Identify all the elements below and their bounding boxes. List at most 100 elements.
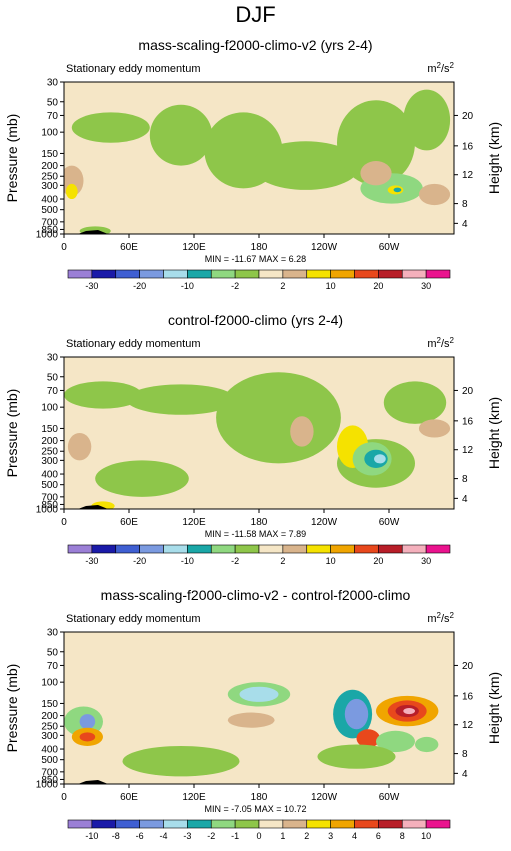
contour-region [383, 381, 447, 424]
y-tick-label: 850 [41, 225, 58, 236]
y2-tick-label: 12 [462, 720, 474, 731]
x-tick-label: 60W [379, 792, 400, 803]
x-tick-label: 60E [120, 242, 138, 253]
x-tick-label: 0 [61, 517, 67, 528]
chart-panel-1: mass-scaling-f2000-climo-v2 (yrs 2-4) Sta… [4, 37, 502, 291]
colorbar-label: -2 [231, 281, 239, 291]
y2-tick-label: 20 [462, 661, 474, 672]
terrain-mask [78, 780, 108, 784]
y-axis-label: Pressure (mb) [4, 664, 20, 753]
y-tick-label: 200 [41, 711, 58, 722]
min-max-label: MIN = -11.58 MAX = 7.89 [205, 529, 306, 539]
y-tick-label: 500 [41, 480, 58, 491]
x-tick-label: 120W [311, 792, 338, 803]
colorbar-swatch [187, 269, 212, 279]
contour-region [79, 732, 96, 742]
y2-tick-label: 16 [462, 691, 474, 702]
colorbar-swatch [330, 819, 355, 829]
y2-tick-label: 4 [462, 494, 468, 505]
colorbar-swatch [91, 819, 117, 829]
contour-region [403, 89, 451, 151]
contour-region [67, 433, 92, 461]
y-tick-label: 200 [41, 161, 58, 172]
contour-region [393, 187, 402, 193]
contour-region [71, 112, 150, 143]
x-tick-label: 120E [182, 517, 206, 528]
y2-axis-label: Height (km) [486, 672, 502, 744]
contour-region [360, 161, 392, 186]
contour-region [418, 419, 451, 438]
y-tick-label: 150 [41, 699, 58, 710]
colorbar-swatch [401, 544, 427, 554]
colorbar-swatch [330, 269, 355, 279]
y-tick-label: 300 [41, 731, 58, 742]
colorbar-swatch [210, 544, 236, 554]
colorbar-label: 3 [328, 831, 333, 841]
x-tick-label: 120W [311, 242, 338, 253]
contour-region [216, 372, 341, 464]
colorbar-label: 2 [280, 556, 285, 566]
contour-region [317, 744, 396, 769]
x-tick-label: 180 [251, 242, 268, 253]
y-tick-label: 400 [41, 195, 58, 206]
y-tick-label: 100 [41, 128, 58, 139]
y-tick-label: 400 [41, 470, 58, 481]
y-tick-label: 700 [41, 492, 58, 503]
colorbar-label: 10 [326, 556, 336, 566]
colorbar-swatch [139, 544, 164, 554]
colorbar-label: 20 [373, 556, 383, 566]
x-tick-label: 120E [182, 792, 206, 803]
colorbar-label: 6 [376, 831, 381, 841]
colorbar-label: -8 [112, 831, 120, 841]
colorbar-swatch [425, 819, 451, 829]
colorbar-label: -3 [183, 831, 191, 841]
colorbar-swatch [306, 269, 331, 279]
colorbar-swatch [258, 544, 284, 554]
colorbar-label: -2 [207, 831, 215, 841]
colorbar-label: 20 [373, 281, 383, 291]
contour-region [149, 104, 213, 166]
colorbar-swatch [354, 819, 379, 829]
colorbar-swatch [354, 544, 379, 554]
colorbar-label: 2 [280, 281, 285, 291]
colorbar-swatch [139, 269, 164, 279]
terrain-mask [78, 505, 108, 509]
colorbar-swatch [401, 819, 427, 829]
y-axis-label: Pressure (mb) [4, 389, 20, 478]
terrain-mask [78, 230, 108, 234]
y-tick-label: 1000 [36, 505, 59, 516]
contour-region [337, 100, 415, 186]
y-tick-label: 50 [47, 97, 59, 108]
colorbar-swatch [401, 269, 427, 279]
colorbar-swatch [330, 544, 355, 554]
colorbar-swatch [115, 819, 140, 829]
contour-region [79, 714, 96, 730]
y2-tick-label: 8 [462, 199, 468, 210]
contour-region [239, 686, 279, 702]
colorbar-swatch [91, 544, 117, 554]
colorbar-swatch [282, 269, 308, 279]
x-tick-label: 60W [379, 517, 400, 528]
y-tick-label: 100 [41, 678, 58, 689]
contour-region [122, 746, 240, 777]
y-tick-label: 400 [41, 745, 58, 756]
colorbar-swatch [187, 544, 212, 554]
chart-panel-2: control-f2000-climo (yrs 2-4) Stationary … [4, 312, 502, 566]
contour-region [227, 712, 275, 728]
colorbar-swatch [234, 544, 260, 554]
panel-subtitle: Stationary eddy momentum [66, 338, 201, 350]
colorbar-swatch [234, 819, 260, 829]
colorbar-swatch [234, 269, 260, 279]
contour-region [418, 183, 451, 206]
y2-tick-label: 16 [462, 416, 474, 427]
colorbar-label: -1 [231, 831, 239, 841]
colorbar-label: -10 [85, 831, 98, 841]
colorbar-label: 8 [400, 831, 405, 841]
y-tick-label: 50 [47, 372, 59, 383]
colorbar-label: 1 [280, 831, 285, 841]
y2-tick-label: 4 [462, 769, 468, 780]
colorbar-swatch [139, 819, 164, 829]
x-tick-label: 60E [120, 792, 138, 803]
contour-region [356, 729, 380, 748]
x-tick-label: 180 [251, 517, 268, 528]
